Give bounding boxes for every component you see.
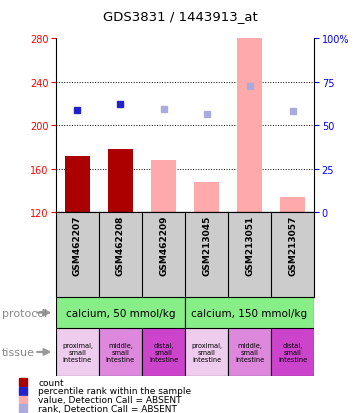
Bar: [185, 297, 314, 328]
Text: proximal,
small
intestine: proximal, small intestine: [191, 342, 222, 362]
Text: tissue: tissue: [2, 347, 35, 357]
Bar: [237, 39, 262, 213]
Text: GSM213057: GSM213057: [288, 215, 297, 275]
Bar: [108, 150, 134, 213]
Bar: [142, 328, 185, 376]
Bar: [228, 328, 271, 376]
Bar: [99, 328, 142, 376]
Text: GSM213045: GSM213045: [202, 215, 211, 275]
Text: middle,
small
intestine: middle, small intestine: [235, 342, 264, 362]
Text: proximal,
small
intestine: proximal, small intestine: [62, 342, 93, 362]
Bar: [193, 182, 219, 213]
Text: GSM462208: GSM462208: [116, 215, 125, 275]
Bar: [185, 328, 228, 376]
Bar: [271, 328, 314, 376]
Text: middle,
small
intestine: middle, small intestine: [106, 342, 135, 362]
Bar: [280, 197, 305, 213]
Bar: [151, 161, 177, 213]
Text: value, Detection Call = ABSENT: value, Detection Call = ABSENT: [38, 395, 182, 404]
Text: GDS3831 / 1443913_at: GDS3831 / 1443913_at: [103, 10, 258, 23]
Text: GSM462209: GSM462209: [159, 215, 168, 275]
Text: distal,
small
intestine: distal, small intestine: [278, 342, 307, 362]
Text: calcium, 50 mmol/kg: calcium, 50 mmol/kg: [66, 308, 175, 318]
Text: protocol: protocol: [2, 308, 47, 318]
Text: distal,
small
intestine: distal, small intestine: [149, 342, 178, 362]
Text: GSM213051: GSM213051: [245, 215, 254, 275]
Bar: [56, 297, 185, 328]
Text: count: count: [38, 377, 64, 387]
Text: percentile rank within the sample: percentile rank within the sample: [38, 387, 191, 395]
Text: calcium, 150 mmol/kg: calcium, 150 mmol/kg: [191, 308, 308, 318]
Bar: [56, 328, 99, 376]
Text: GSM462207: GSM462207: [73, 215, 82, 275]
Bar: [65, 156, 90, 213]
Text: rank, Detection Call = ABSENT: rank, Detection Call = ABSENT: [38, 404, 177, 413]
